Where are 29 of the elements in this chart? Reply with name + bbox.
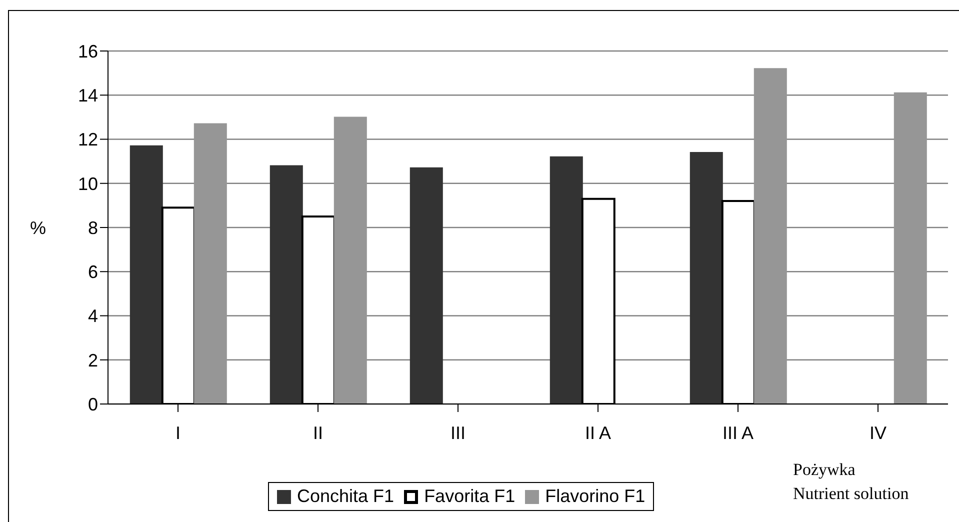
- bar: [334, 116, 367, 404]
- x-tick-label: II A: [584, 422, 612, 443]
- y-tick-label: 12: [78, 130, 98, 150]
- legend-label: Flavorino F1: [545, 486, 646, 507]
- y-tick-label: 8: [88, 218, 98, 238]
- legend-label: Favorita F1: [424, 486, 516, 507]
- y-tick-label: 10: [78, 174, 98, 194]
- bar: [690, 152, 723, 404]
- x-axis-title: Pożywka Nutrient solution: [793, 459, 909, 505]
- y-tick-label: 14: [78, 86, 98, 106]
- x-tick-label: III: [450, 422, 466, 443]
- y-tick-label: 6: [88, 262, 98, 282]
- x-tick-label: IV: [869, 422, 887, 443]
- x-tick-label: III A: [722, 422, 754, 443]
- legend-label: Conchita F1: [297, 486, 394, 507]
- y-tick-label: 2: [88, 350, 98, 370]
- bar: [754, 68, 787, 404]
- bar: [130, 145, 163, 404]
- bar: [894, 92, 927, 404]
- y-axis-title: %: [30, 218, 46, 238]
- x-tick-label: II: [312, 422, 324, 443]
- y-tick-label: 0: [88, 394, 98, 414]
- bar: [194, 123, 227, 404]
- y-tick-label: 4: [88, 306, 98, 326]
- bar: [270, 165, 303, 404]
- x-tick-label: I: [175, 422, 181, 443]
- bar: [550, 156, 583, 404]
- bar: [410, 167, 443, 404]
- y-tick-label: 16: [78, 41, 98, 62]
